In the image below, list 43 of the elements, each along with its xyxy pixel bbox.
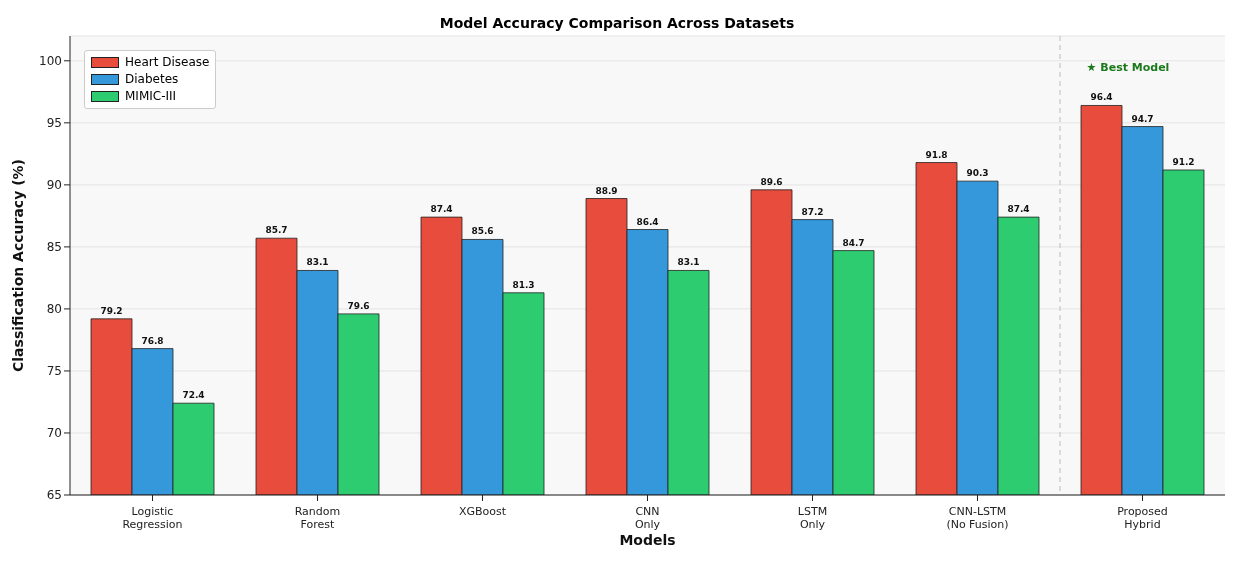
legend-label: MIMIC-III <box>125 88 177 105</box>
y-tick-label: 80 <box>46 302 62 317</box>
x-tick-label: Logistic Regression <box>122 505 183 531</box>
data-label: 85.7 <box>265 225 288 236</box>
x-tick-label: LSTM Only <box>797 505 828 531</box>
y-tick-label: 100 <box>39 54 62 69</box>
legend-label: Diabetes <box>125 71 179 88</box>
data-label: 91.2 <box>1172 156 1195 167</box>
y-tick-label: 65 <box>46 488 62 503</box>
x-tick-label: CNN Only <box>634 505 661 531</box>
data-label: 94.7 <box>1131 113 1154 124</box>
data-label: 89.6 <box>760 176 783 187</box>
y-tick-label: 75 <box>46 364 62 379</box>
data-label: 81.3 <box>512 279 535 290</box>
data-label: 79.2 <box>100 305 123 316</box>
y-tick-label: 90 <box>46 178 62 193</box>
data-label: 90.3 <box>966 168 989 179</box>
data-label: 88.9 <box>595 185 618 196</box>
data-label: 91.8 <box>925 149 948 160</box>
x-axis-title: Models <box>619 532 676 548</box>
chart-title: Model Accuracy Comparison Across Datasets <box>439 15 795 31</box>
y-tick-label: 70 <box>46 426 62 441</box>
data-label: 85.6 <box>471 226 494 237</box>
legend-label: Heart Disease <box>125 54 210 71</box>
data-label: 83.1 <box>677 257 700 268</box>
data-label: 86.4 <box>636 216 659 227</box>
x-tick-label: Proposed Hybrid <box>1117 505 1168 531</box>
y-tick-label: 95 <box>46 116 62 131</box>
data-label: 76.8 <box>141 335 164 346</box>
x-tick-label: XGBoost <box>458 505 507 518</box>
y-tick-label: 85 <box>46 240 62 255</box>
x-tick-label: Random Forest <box>294 505 341 531</box>
data-label: 87.4 <box>430 204 453 215</box>
data-label: 72.4 <box>182 390 205 401</box>
data-label: 84.7 <box>842 237 865 248</box>
data-label: 96.4 <box>1090 92 1113 103</box>
y-axis-title: Classification Accuracy (%) <box>9 159 26 372</box>
x-tick-label: CNN-LSTM (No Fusion) <box>946 505 1009 531</box>
data-label: 87.4 <box>1007 204 1030 215</box>
annotation: ★ Best Model <box>1086 61 1170 74</box>
data-label: 79.6 <box>347 300 370 311</box>
data-label: 87.2 <box>801 206 824 217</box>
data-label: 83.1 <box>306 257 329 268</box>
